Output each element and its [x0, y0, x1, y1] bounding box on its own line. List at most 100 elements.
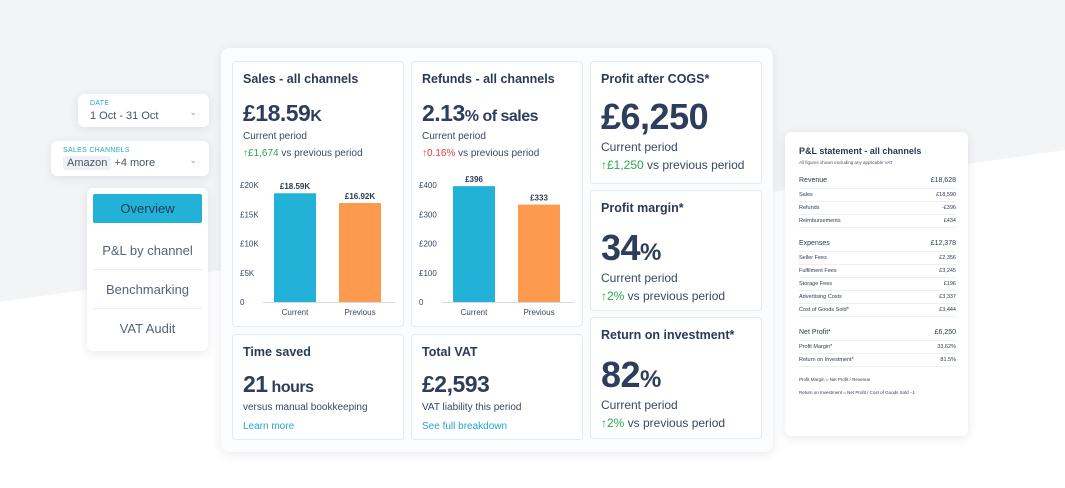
pnl-row-label: Storage Fees — [799, 281, 833, 287]
y-tick-label: £10K — [240, 240, 259, 249]
pnl-row-value: £6,250 — [934, 329, 956, 336]
pnl-row-value: 81.5% — [940, 357, 956, 363]
nav-menu: Overview P&L by channel Benchmarking VAT… — [87, 188, 208, 351]
roi-value: 82% — [601, 354, 661, 395]
pnl-statement: P&L statement - all channels All figures… — [785, 132, 968, 436]
time-saved-card[interactable]: Time saved 21 hours versus manual bookke… — [232, 334, 404, 440]
card-title: Profit margin* — [601, 201, 684, 215]
pnl-row-label: Cost of Goods Sold* — [799, 307, 849, 313]
pnl-row-value: £3,444 — [939, 307, 956, 313]
sales-channels-filter[interactable]: SALES CHANNELS Amazon +4 more ⌄ — [51, 141, 209, 176]
pnl-row-label: Reimbursements — [799, 218, 841, 224]
pnl-row-value: £196 — [943, 281, 956, 287]
pnl-row-label: Net Profit* — [799, 329, 831, 336]
pnl-footnote: Profit Margin = Net Profit / Revenue — [799, 377, 871, 382]
pnl-row-label: Return on Investment* — [799, 357, 854, 363]
pnl-row: Expenses £12,378 — [799, 234, 956, 252]
pnl-row: Refunds -£396 — [799, 202, 956, 215]
nav-item-benchmarking[interactable]: Benchmarking — [93, 270, 202, 309]
nav-item-overview[interactable]: Overview — [93, 194, 202, 223]
pnl-row: Return on Investment* 81.5% — [799, 354, 956, 367]
more-channels-count[interactable]: +4 more — [114, 157, 156, 169]
y-tick-label: £100 — [419, 269, 437, 278]
pnl-row: Cost of Goods Sold* £3,444 — [799, 304, 956, 317]
pnl-row-value: £2,356 — [939, 255, 956, 261]
comparison: ↑2% vs previous period — [601, 416, 726, 430]
dashboard: Sales - all channels £18.59K Current per… — [221, 48, 773, 452]
pnl-row-value: £3,337 — [939, 294, 956, 300]
card-title: Refunds - all channels — [422, 72, 555, 86]
sales-card[interactable]: Sales - all channels £18.59K Current per… — [232, 61, 404, 327]
period-label: Current period — [243, 131, 307, 142]
see-full-breakdown-link[interactable]: See full breakdown — [422, 421, 508, 432]
y-tick-label: 0 — [419, 298, 424, 307]
data-label: £16.92K — [345, 192, 375, 201]
data-label: £333 — [530, 194, 548, 203]
pnl-row: Net Profit* £6,250 — [799, 323, 956, 341]
pnl-row-label: Refunds — [799, 205, 820, 211]
refunds-card[interactable]: Refunds - all channels 2.13% of sales Cu… — [411, 61, 583, 327]
comparison: ↑£1,674 vs previous period — [243, 148, 363, 159]
date-filter[interactable]: DATE 1 Oct - 31 Oct ⌄ — [78, 94, 209, 127]
nav-item-pl-by-channel[interactable]: P&L by channel — [93, 231, 202, 270]
pnl-row-label: Revenue — [799, 177, 828, 184]
period-label: Current period — [422, 131, 486, 142]
pnl-row-value: £18,628 — [930, 177, 956, 184]
card-title: Total VAT — [422, 345, 478, 359]
profit-cogs-card[interactable]: Profit after COGS* £6,250 Current period… — [590, 61, 762, 184]
chevron-down-icon[interactable]: ⌄ — [189, 155, 197, 165]
pnl-row: Seller Fees £2,356 — [799, 252, 956, 265]
pnl-row: Profit Margin* 33.62% — [799, 341, 956, 354]
pnl-row: Sales £18,590 — [799, 189, 956, 202]
nav-item-vat-audit[interactable]: VAT Audit — [119, 321, 176, 336]
pnl-row-label: Seller Fees — [799, 255, 827, 261]
roi-card[interactable]: Return on investment* 82% Current period… — [590, 317, 762, 439]
sales-channels-value: Amazon +4 more — [63, 156, 197, 170]
pnl-row-value: £434 — [943, 218, 956, 224]
x-tick-label: Previous — [523, 308, 554, 317]
y-tick-label: £400 — [419, 181, 437, 190]
bar — [339, 203, 381, 302]
profit-cogs-value: £6,250 — [601, 96, 709, 137]
date-filter-label: DATE — [90, 100, 110, 107]
pnl-row-value: -£396 — [941, 205, 956, 211]
pnl-row-label: Advertising Costs — [799, 294, 842, 300]
learn-more-link[interactable]: Learn more — [243, 421, 295, 432]
pnl-row: Storage Fees £196 — [799, 278, 956, 291]
pnl-note: All figures shown excluding any applicab… — [799, 160, 893, 165]
pnl-row-value: £3,245 — [939, 268, 956, 274]
period-label: Current period — [601, 398, 678, 412]
bar — [518, 204, 560, 302]
y-tick-label: £200 — [419, 240, 437, 249]
sales-channels-label: SALES CHANNELS — [63, 147, 130, 154]
sales-bar-chart: £20K £15K £10K £5K 0 £18.59K Current £16.92K Pre… — [240, 181, 395, 317]
pnl-row: Revenue £18,628 — [799, 171, 956, 189]
refunds-bar-chart: £400 £300 £200 £100 0 £396 Current £333 Previous — [419, 175, 574, 317]
pnl-title: P&L statement - all channels — [799, 146, 922, 156]
pnl-row-label: Expenses — [799, 240, 830, 247]
time-saved-value: 21 hours — [243, 371, 314, 397]
profit-margin-card[interactable]: Profit margin* 34% Current period ↑2% vs… — [590, 190, 762, 311]
pnl-row-value: £12,378 — [930, 240, 956, 247]
pnl-row-value: 33.62% — [937, 344, 956, 350]
card-title: Profit after COGS* — [601, 72, 710, 86]
card-title: Return on investment* — [601, 328, 735, 342]
comparison: ↑£1,250 vs previous period — [601, 158, 745, 172]
period-label: Current period — [601, 271, 678, 285]
comparison: ↑0.16% vs previous period — [422, 148, 540, 159]
pnl-row: Advertising Costs £3,337 — [799, 291, 956, 304]
y-tick-label: £20K — [240, 181, 259, 190]
pnl-row-label: Sales — [799, 192, 813, 198]
chevron-down-icon[interactable]: ⌄ — [189, 107, 197, 117]
pnl-row: Reimbursements £434 — [799, 215, 956, 228]
y-tick-label: £15K — [240, 210, 259, 219]
x-tick-label: Current — [282, 308, 309, 317]
bar — [453, 186, 495, 302]
pnl-row: Fulfilment Fees £3,245 — [799, 265, 956, 278]
y-tick-label: £300 — [419, 210, 437, 219]
time-saved-sub: versus manual bookkeeping — [243, 402, 368, 413]
channel-chip-amazon[interactable]: Amazon — [63, 156, 112, 170]
x-tick-label: Previous — [344, 308, 375, 317]
total-vat-card[interactable]: Total VAT £2,593 VAT liability this peri… — [411, 334, 583, 440]
refunds-value: 2.13% of sales — [422, 100, 539, 126]
